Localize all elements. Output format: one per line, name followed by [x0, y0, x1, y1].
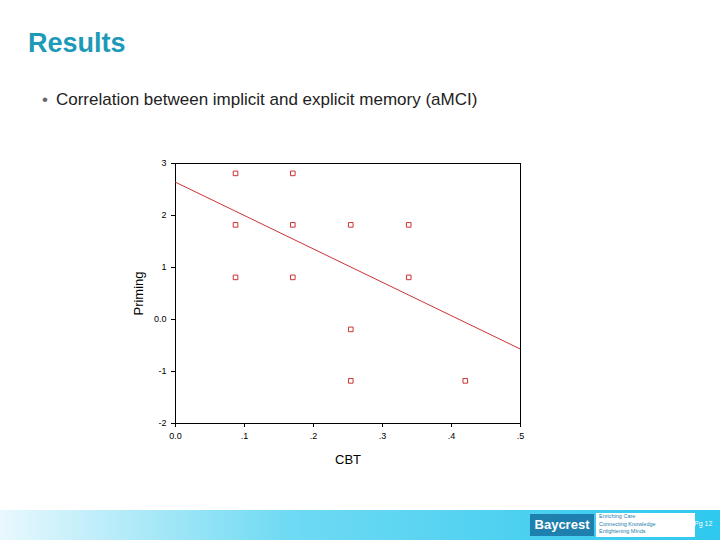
svg-text:.4: .4: [448, 431, 456, 441]
html-text:Baycrest: Baycrest: [534, 517, 590, 532]
svg-text:2: 2: [161, 210, 166, 220]
svg-text:.5: .5: [517, 431, 525, 441]
svg-text:1: 1: [161, 262, 166, 272]
html-text:Connecting Knowledge: Connecting Knowledge: [599, 520, 656, 527]
svg-text:.3: .3: [379, 431, 387, 441]
svg-text:-2: -2: [158, 418, 166, 428]
html-text:Enlightening Minds: Enlightening Minds: [599, 528, 646, 534]
html-text:Results: Results: [28, 28, 126, 58]
svg-text:-1: -1: [158, 366, 166, 376]
svg-text:.1: .1: [241, 431, 249, 441]
html-text:Enriching Care: Enriching Care: [599, 513, 636, 519]
html-text:Correlation between implicit a: Correlation between implicit and explici…: [56, 90, 478, 109]
html-text:Pg 12: Pg 12: [694, 520, 713, 527]
svg-text:Priming: Priming: [131, 271, 146, 315]
svg-text:0.0: 0.0: [154, 314, 167, 324]
svg-text:CBT: CBT: [335, 452, 361, 467]
svg-text:0.0: 0.0: [169, 431, 182, 441]
svg-text:.2: .2: [310, 431, 318, 441]
svg-text:3: 3: [161, 158, 166, 168]
